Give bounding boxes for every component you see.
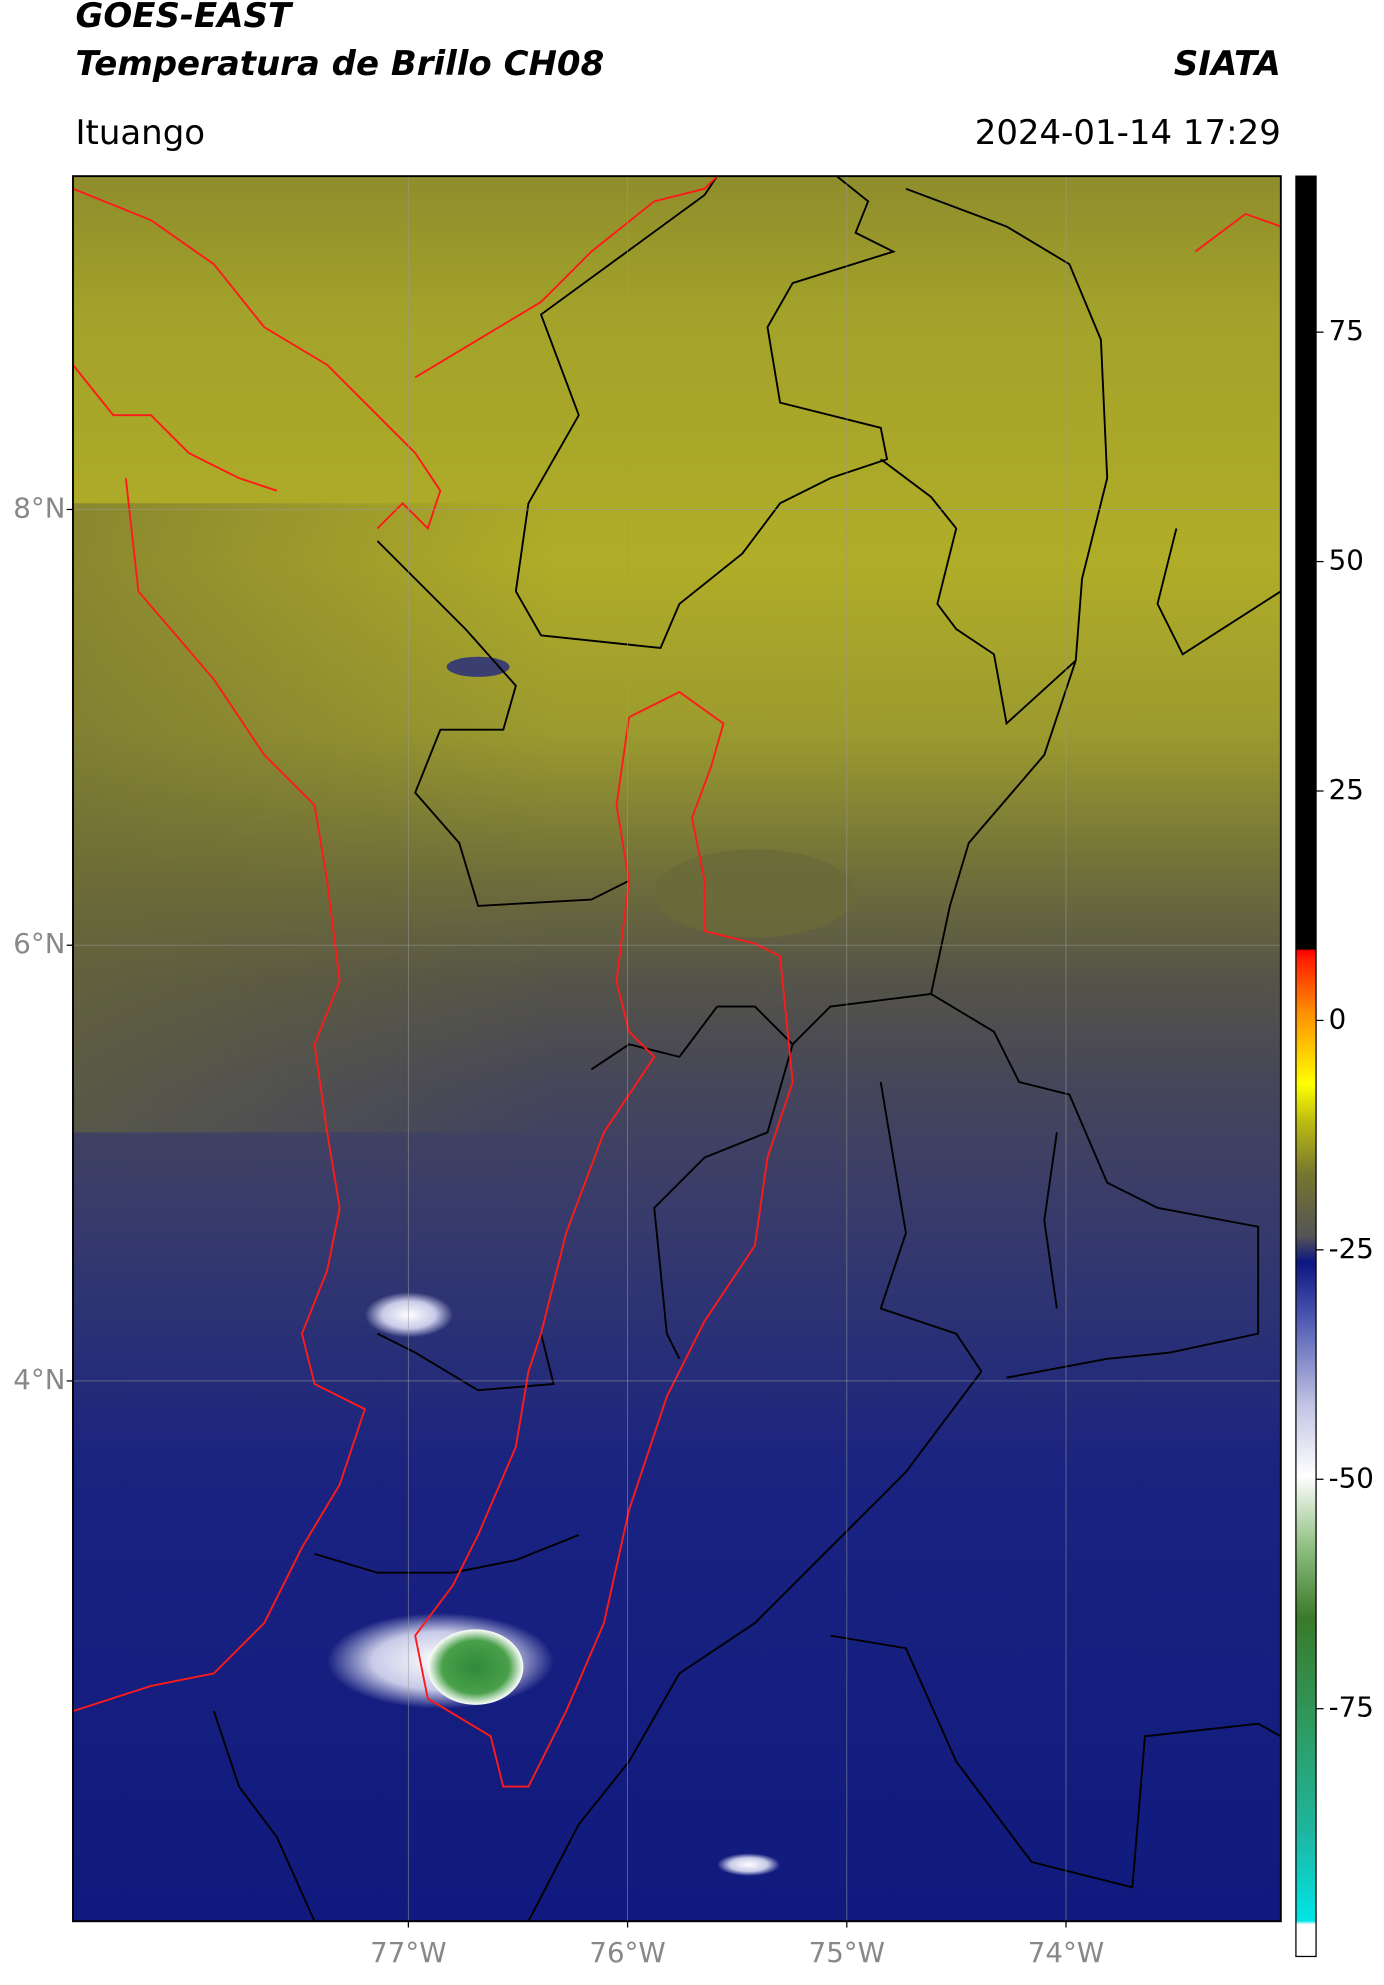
lon-tick-label: 76°W	[589, 1936, 665, 1969]
lon-tick-label: 75°W	[809, 1936, 885, 1969]
colorbar-tick-label: -75	[1329, 1691, 1374, 1724]
cloud	[717, 1853, 781, 1876]
boundaries-red	[72, 176, 1281, 1788]
title: GOES-EAST	[75, 0, 293, 36]
map-frame	[72, 175, 1282, 1923]
cloud	[654, 849, 856, 938]
satellite-image	[72, 503, 1281, 1133]
colorbar-tick-label: 75	[1329, 314, 1364, 347]
colorbar-tick-label: 25	[1329, 773, 1364, 806]
colorbar-tick-label: 50	[1329, 544, 1364, 577]
cloud	[364, 1292, 453, 1338]
colorbar	[1295, 175, 1317, 1958]
colorbar-tick-label: -50	[1329, 1461, 1374, 1494]
lat-tick-label: 6°N	[13, 927, 65, 960]
colorbar-tick-label: 0	[1329, 1002, 1347, 1035]
lat-tick-label: 8°N	[13, 491, 65, 524]
subtitle: Temperatura de Brillo CH08	[75, 44, 604, 84]
map	[72, 176, 1281, 1922]
lon-tick-label: 74°W	[1028, 1936, 1104, 1969]
lon-tick-label: 77°W	[370, 1936, 446, 1969]
colorbar-tick-label: -25	[1329, 1232, 1374, 1265]
cloud-core	[427, 1629, 524, 1705]
borders	[212, 176, 1281, 1922]
brand: SIATA	[1174, 44, 1281, 84]
lat-tick-label: 4°N	[13, 1363, 65, 1396]
datetime: 2024-01-14 17:29	[975, 113, 1281, 153]
location: Ituango	[75, 113, 205, 153]
